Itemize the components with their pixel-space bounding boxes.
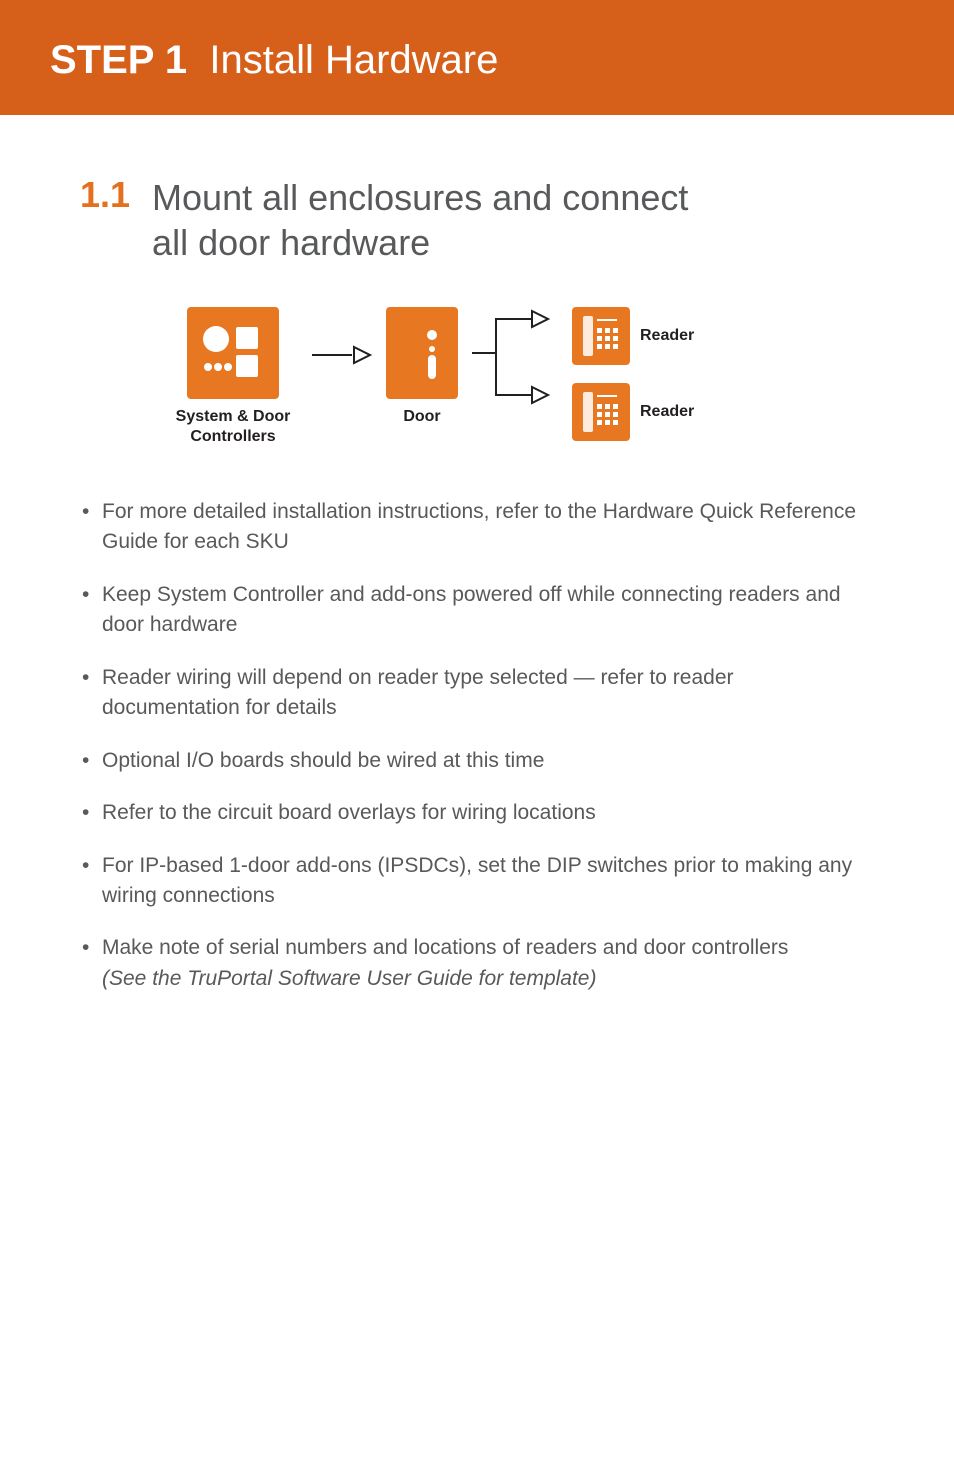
list-item: Optional I/O boards should be wired at t… bbox=[80, 746, 874, 776]
header-subtitle: Install Hardware bbox=[209, 38, 498, 82]
door-label: Door bbox=[403, 407, 440, 427]
hardware-diagram: System & Door Controllers Door bbox=[168, 307, 874, 447]
section-title: Mount all enclosures and connect all doo… bbox=[152, 175, 688, 265]
door-icon bbox=[386, 307, 458, 399]
page-header: STEP 1 Install Hardware bbox=[0, 0, 954, 115]
reader-row-top: Reader bbox=[572, 307, 694, 365]
header-title: STEP 1 Install Hardware bbox=[50, 38, 904, 83]
branch-arrows-icon bbox=[470, 299, 560, 433]
readers-column: Reader Reader bbox=[572, 307, 694, 441]
controllers-label: System & Door Controllers bbox=[168, 407, 298, 447]
list-item: Reader wiring will depend on reader type… bbox=[80, 663, 874, 724]
section-number: 1.1 bbox=[80, 175, 130, 215]
section-heading: 1.1 Mount all enclosures and connect all… bbox=[80, 175, 874, 265]
list-item: Make note of serial numbers and location… bbox=[80, 933, 874, 994]
door-node: Door bbox=[386, 307, 458, 427]
content-area: 1.1 Mount all enclosures and connect all… bbox=[0, 115, 954, 994]
list-item: Refer to the circuit board overlays for … bbox=[80, 798, 874, 828]
controllers-icon bbox=[187, 307, 279, 399]
reader-label-top: Reader bbox=[640, 327, 694, 345]
bullet-list: For more detailed installation instructi… bbox=[80, 497, 874, 994]
controllers-node: System & Door Controllers bbox=[168, 307, 298, 447]
reader-row-bottom: Reader bbox=[572, 383, 694, 441]
list-item: Keep System Controller and add-ons power… bbox=[80, 580, 874, 641]
step-label: STEP 1 bbox=[50, 38, 187, 82]
reader-label-bottom: Reader bbox=[640, 403, 694, 421]
reader-icon bbox=[572, 307, 630, 365]
reader-icon bbox=[572, 383, 630, 441]
arrow-icon bbox=[310, 343, 374, 367]
list-item: For IP-based 1-door add-ons (IPSDCs), se… bbox=[80, 851, 874, 912]
list-item: For more detailed installation instructi… bbox=[80, 497, 874, 558]
